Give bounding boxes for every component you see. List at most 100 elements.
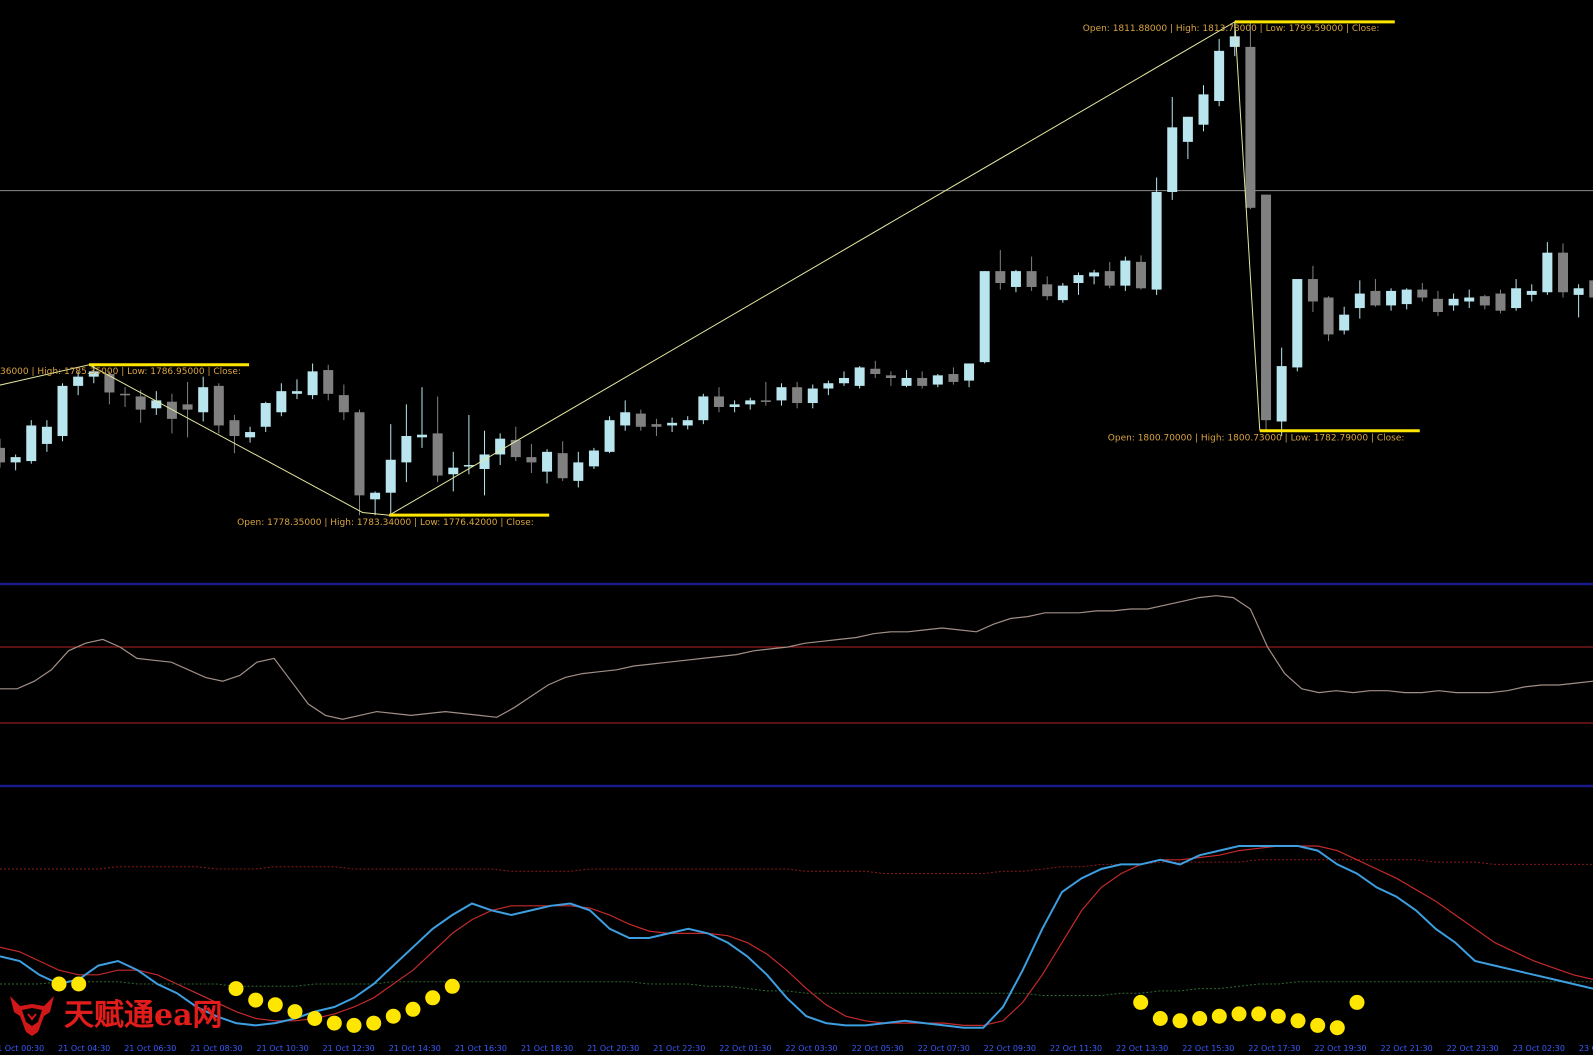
candle[interactable] [1167,97,1178,200]
candle[interactable] [1214,38,1225,107]
candle[interactable] [885,371,896,386]
candle[interactable] [104,371,115,405]
signal-dot[interactable] [366,1015,382,1031]
candle[interactable] [338,384,349,421]
candle[interactable] [854,366,865,389]
candle[interactable] [1120,256,1131,291]
signal-dot[interactable] [1349,994,1365,1010]
candle[interactable] [1323,296,1334,342]
candle[interactable] [620,400,631,431]
stochastic-pane[interactable] [0,845,1593,1036]
candle[interactable] [964,363,975,388]
signal-dot[interactable] [307,1011,323,1026]
candle[interactable] [1464,289,1475,309]
candle[interactable] [1089,269,1100,285]
candle[interactable] [823,380,834,396]
candle[interactable] [1354,280,1365,319]
price-annotation[interactable]: Open: 1800.70000 | High: 1800.73000 | Lo… [1108,429,1420,444]
price-annotation[interactable]: 36000 | High: 1785.35000 | Low: 1786.950… [0,363,250,377]
candle[interactable] [729,400,740,413]
candle[interactable] [307,363,318,400]
signal-dot[interactable] [1290,1013,1306,1029]
candle[interactable] [510,426,521,462]
candle[interactable] [323,364,334,401]
candle[interactable] [1558,243,1568,298]
candle[interactable] [26,420,37,464]
candle[interactable] [1104,261,1115,289]
candle[interactable] [948,367,959,385]
candle[interactable] [542,449,553,484]
candle[interactable] [604,416,615,454]
candle[interactable] [995,250,1006,290]
candle[interactable] [635,409,646,431]
candle[interactable] [932,374,943,388]
candle[interactable] [1417,283,1428,302]
candle[interactable] [182,381,193,438]
candle[interactable] [870,360,881,378]
candle[interactable] [1292,279,1303,372]
signal-dot[interactable] [1172,1013,1188,1029]
candle[interactable] [1432,290,1443,316]
candle[interactable] [432,396,443,483]
candle[interactable] [901,370,912,388]
candle[interactable] [385,424,396,516]
candle[interactable] [698,393,709,425]
candle[interactable] [713,387,724,413]
signal-dot[interactable] [1152,1011,1168,1026]
candle[interactable] [276,383,287,417]
candle[interactable] [1479,294,1490,310]
signal-dot[interactable] [1133,994,1149,1010]
signal-dot[interactable] [425,990,441,1006]
candle[interactable] [1526,284,1537,302]
candle[interactable] [1495,289,1506,314]
signal-dot[interactable] [385,1008,401,1024]
candle[interactable] [229,414,240,454]
stochastic-main-line[interactable] [0,845,1593,1029]
candle[interactable] [1245,21,1256,210]
signal-dot[interactable] [287,1004,303,1020]
signal-dot[interactable] [1251,1006,1267,1022]
signal-dot[interactable] [346,1017,362,1033]
candle[interactable] [73,371,84,396]
candle[interactable] [807,384,818,409]
candle[interactable] [151,391,162,415]
candle[interactable] [1026,256,1037,291]
signal-dot[interactable] [71,976,87,992]
candle[interactable] [166,393,177,434]
candle[interactable] [1135,255,1146,290]
candle[interactable] [10,454,21,471]
lower-dashed-line[interactable] [0,981,1593,996]
candle[interactable] [1151,177,1162,295]
candle[interactable] [745,397,756,410]
upper-dashed-line[interactable] [0,859,1593,875]
candle[interactable] [1010,269,1021,293]
candle[interactable] [526,443,537,473]
candle[interactable] [776,383,787,406]
candle[interactable] [1370,279,1381,307]
oscillator-line[interactable] [0,595,1593,720]
candle[interactable] [979,271,990,364]
candle[interactable] [463,414,474,475]
candle[interactable] [479,430,490,496]
candle[interactable] [198,376,209,422]
candle[interactable] [0,438,5,468]
signal-dot[interactable] [326,1015,342,1031]
candle[interactable] [1307,265,1318,313]
candle[interactable] [1182,116,1193,160]
candle[interactable] [41,420,52,452]
zigzag-line[interactable] [0,20,1261,516]
candle[interactable] [401,404,412,483]
candle[interactable] [651,418,662,437]
candle[interactable] [291,379,302,400]
candle[interactable] [667,417,678,433]
candle[interactable] [792,381,803,409]
price-annotation[interactable]: Open: 1778.35000 | High: 1783.34000 | Lo… [237,513,550,528]
candle[interactable] [1589,278,1593,299]
candle[interactable] [1542,242,1553,295]
signal-dot[interactable] [1329,1020,1345,1036]
stochastic-signal-line[interactable] [0,845,1593,1027]
candle[interactable] [1573,284,1584,318]
candle[interactable] [1276,347,1287,437]
candle[interactable] [917,371,928,389]
